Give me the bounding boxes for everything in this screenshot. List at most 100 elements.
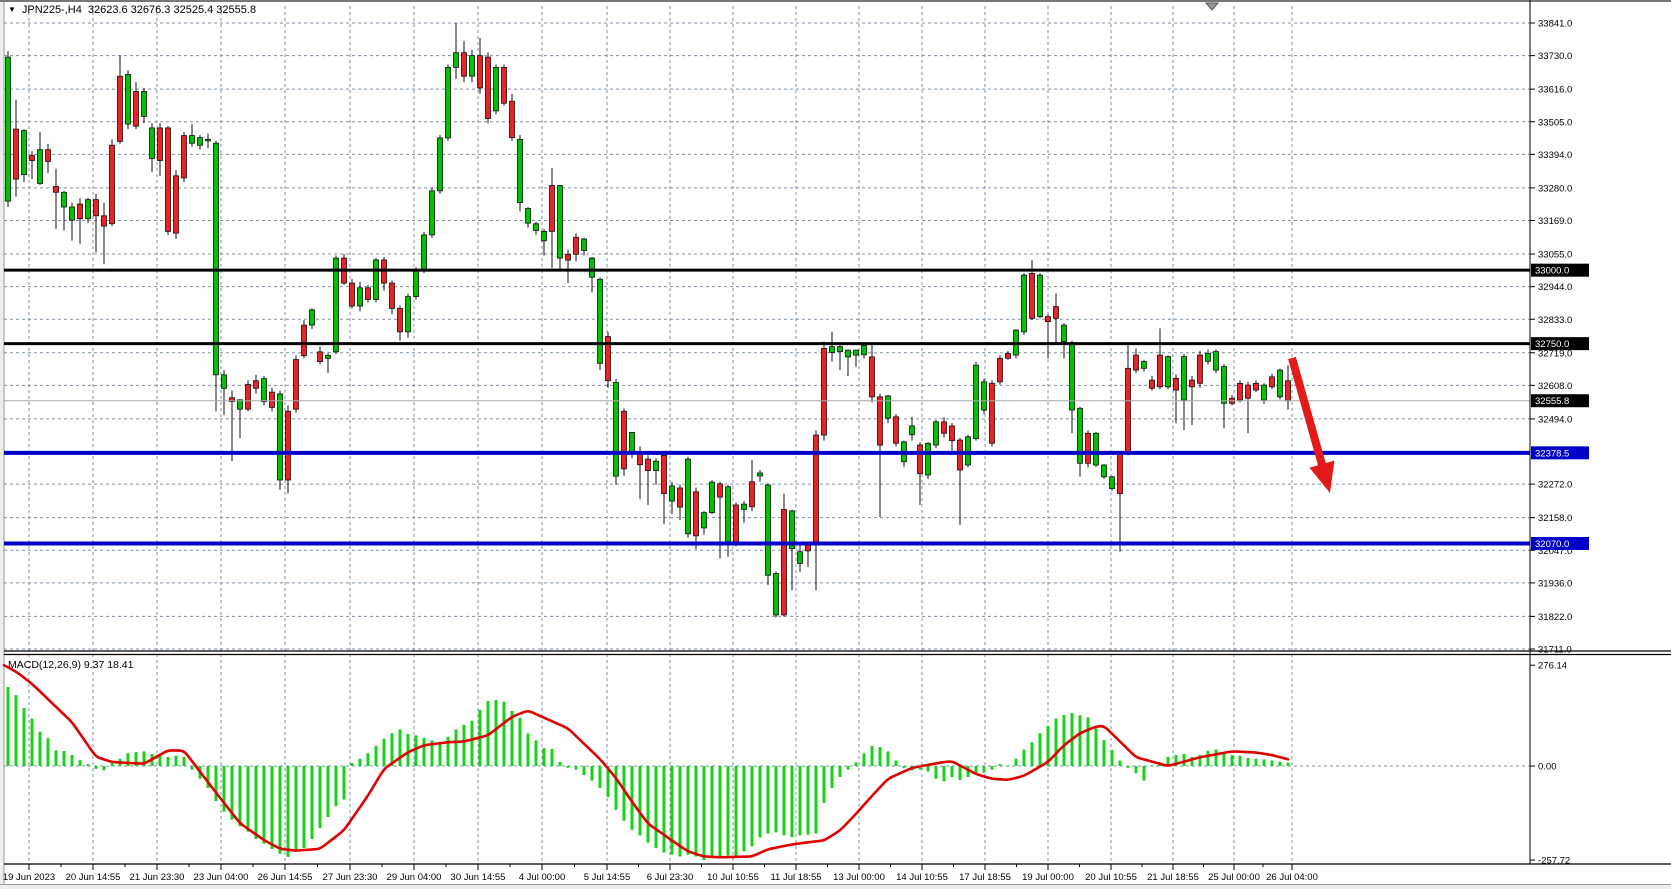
price-axis-label: 32833.0 <box>1538 315 1572 326</box>
macd-pane <box>2 663 1290 861</box>
macd-histogram-bar <box>358 758 362 766</box>
macd-histogram-bar <box>526 733 530 766</box>
candle-body <box>573 236 579 255</box>
macd-histogram-bar <box>606 766 610 798</box>
candle-body <box>925 442 931 476</box>
highlighted-price-bg <box>1531 446 1589 460</box>
highlighted-price-label: 32070.0 <box>1535 539 1569 550</box>
candle-body <box>933 421 939 446</box>
macd-histogram-bar <box>142 751 146 766</box>
candle-body <box>525 208 531 224</box>
candle-body <box>157 127 163 161</box>
candle-body <box>581 238 587 251</box>
macd-histogram-bar <box>422 737 426 766</box>
macd-histogram-bar <box>366 753 370 766</box>
macd-histogram-bar <box>886 751 890 766</box>
macd-histogram-bar <box>1174 755 1178 766</box>
highlighted-price-label: 33000.0 <box>1535 266 1569 277</box>
candle-body <box>453 52 459 68</box>
macd-histogram-bar <box>310 766 314 839</box>
candle-body <box>565 253 571 261</box>
macd-histogram-bar <box>1062 714 1066 766</box>
macd-histogram-bar <box>1078 715 1082 766</box>
price-axis-label: 33394.0 <box>1538 150 1572 161</box>
macd-histogram-bar <box>206 766 210 788</box>
candle-body <box>309 309 315 326</box>
macd-histogram-bar <box>990 766 994 770</box>
down-arrow-annotation[interactable] <box>1288 356 1335 493</box>
price-axis-label: 33616.0 <box>1538 85 1572 96</box>
candle-body <box>197 137 203 146</box>
macd-histogram-bar <box>710 766 714 858</box>
candle-body <box>1221 366 1227 404</box>
macd-histogram-bar <box>566 766 570 768</box>
candle-body <box>165 127 171 232</box>
symbol-dropdown-icon[interactable]: ▼ <box>8 4 16 14</box>
macd-histogram-bar <box>446 736 450 766</box>
macd-histogram-bar <box>718 766 722 858</box>
candle-body <box>725 486 731 543</box>
candle-body <box>389 282 395 309</box>
macd-histogram-bar <box>86 764 90 766</box>
macd-histogram-bar <box>1142 766 1146 781</box>
candle-body <box>373 259 379 300</box>
candle-body <box>853 349 859 356</box>
candle-body <box>973 364 979 439</box>
candle-body <box>125 74 131 125</box>
candle-body <box>877 396 883 446</box>
candle-body <box>205 138 211 142</box>
macd-histogram-bar <box>838 766 842 777</box>
candle-body <box>301 324 307 357</box>
candle-body <box>941 421 947 434</box>
price-axis[interactable]: 33841.0 33730.0 33616.0 33505.0 33394.0 33280… <box>1530 19 1589 867</box>
macd-histogram-bar <box>1094 728 1098 766</box>
macd-histogram-bar <box>598 766 602 788</box>
candle-body <box>229 397 235 402</box>
macd-histogram-bar <box>1166 756 1170 766</box>
candle-body <box>645 458 651 472</box>
macd-histogram-bar <box>902 766 906 768</box>
candle-body <box>189 135 195 144</box>
macd-histogram-bar <box>54 750 58 766</box>
symbol-period-label: JPN225-,H4 <box>21 4 82 16</box>
candle-body <box>1165 356 1171 388</box>
macd-histogram-bar <box>462 724 466 766</box>
chart-shift-marker-icon[interactable] <box>1204 2 1220 11</box>
candle-body <box>1245 384 1251 399</box>
candle-body <box>613 382 619 477</box>
time-axis[interactable]: 19 Jun 2023 20 Jun 14:55 21 Jun 23:30 23 Ju… <box>3 864 1318 883</box>
macd-histogram-bar <box>46 738 50 766</box>
macd-histogram-bar <box>494 699 498 766</box>
macd-histogram-bar <box>214 766 218 802</box>
macd-histogram-bar <box>942 766 946 782</box>
macd-histogram-bar <box>222 766 226 812</box>
macd-histogram-bar <box>846 766 850 770</box>
candle-body <box>21 130 27 176</box>
candle-body <box>541 230 547 242</box>
candle-body <box>1125 367 1131 454</box>
macd-histogram-bar <box>1198 755 1202 766</box>
macd-histogram-bar <box>454 729 458 766</box>
macd-histogram-bar <box>1126 766 1130 768</box>
macd-histogram-bar <box>510 710 514 766</box>
candle-body <box>1061 324 1067 342</box>
macd-histogram-bar <box>286 766 290 857</box>
macd-histogram-bar <box>734 766 738 857</box>
vertical-gridlines <box>28 6 1293 864</box>
candle-body <box>149 127 155 159</box>
candles <box>5 23 1291 618</box>
macd-histogram-bar <box>814 766 818 834</box>
candle-body <box>293 359 299 410</box>
price-axis-label: 32272.0 <box>1538 480 1572 491</box>
candle-body <box>1085 432 1091 464</box>
candle-body <box>909 425 915 436</box>
candle-body <box>1181 356 1187 401</box>
macd-signal-line <box>2 663 1290 859</box>
candle-body <box>285 410 291 481</box>
candle-body <box>621 410 627 470</box>
macd-histogram-bar <box>1086 717 1090 766</box>
macd-histogram-bar <box>1206 750 1210 766</box>
highlighted-price-label: 32750.0 <box>1535 339 1569 350</box>
